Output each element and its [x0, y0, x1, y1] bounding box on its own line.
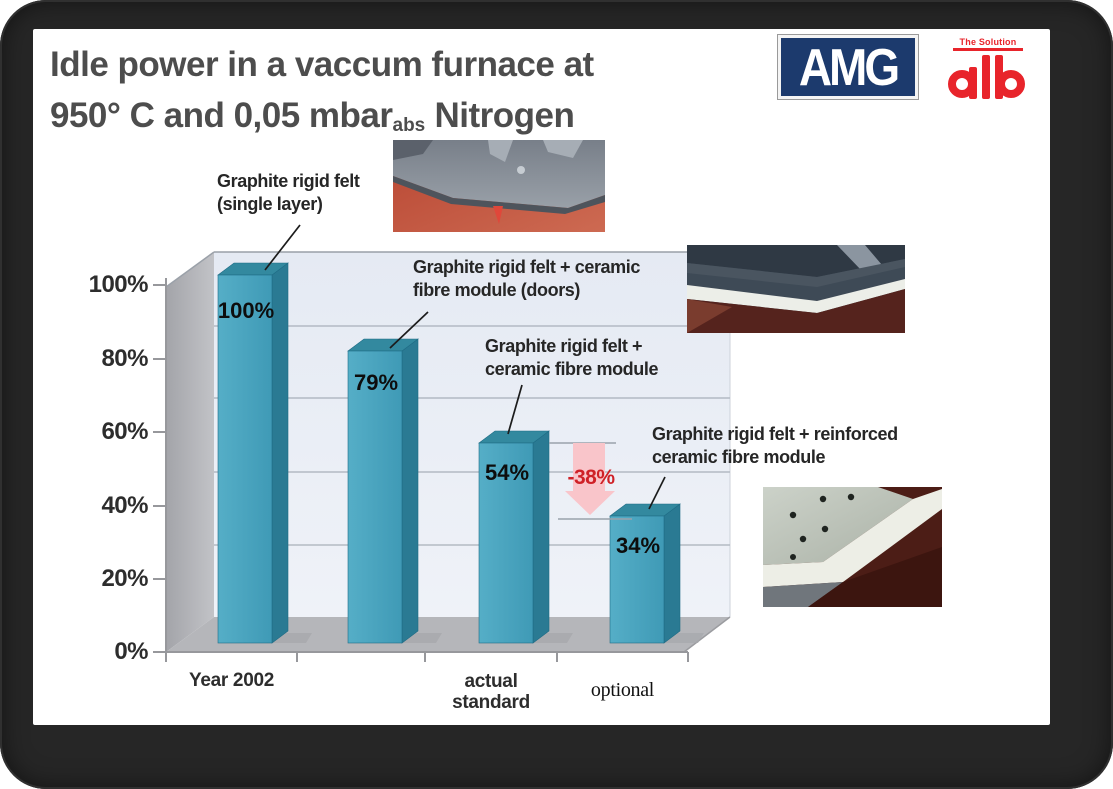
bar-value-label-1: 100% — [217, 298, 275, 323]
annotation-4-line-2: ceramic fibre module — [652, 447, 826, 467]
y-tick-label-100: 100% — [88, 271, 149, 298]
title-line-2-text: 950° C and 0,05 mbar — [50, 96, 393, 135]
y-tick-label-60: 60% — [101, 418, 148, 445]
annotation-2-line-1: Graphite rigid felt + ceramic — [413, 257, 640, 277]
y-tick-label-40: 40% — [101, 492, 148, 519]
x-tick-label-year-2002: Year 2002 — [189, 670, 274, 691]
bar-actual-standard — [478, 430, 550, 644]
y-tick-label-0: 0% — [114, 638, 148, 665]
title-subscript: abs — [392, 115, 426, 136]
x-tick-actual: actual — [464, 671, 518, 692]
ald-underline — [953, 48, 1023, 51]
x-tick-label-actual-standard: actual standard — [425, 671, 557, 713]
axes — [153, 278, 689, 662]
bar-2 — [347, 338, 419, 644]
annotation-4-line-1: Graphite rigid felt + reinforced — [652, 424, 898, 444]
ald-tagline: The Solution — [959, 37, 1017, 47]
chart-left-wall — [166, 252, 214, 652]
bar-annotation-3: Graphite rigid felt + ceramic fibre modu… — [485, 335, 658, 381]
page-title: Idle power in a vaccum furnace at 950° C… — [50, 39, 750, 147]
photo-graphite-felt-single-layer — [393, 140, 605, 232]
photo-ceramic-fibre-module-doors — [687, 245, 905, 333]
amg-logo-text: AMG — [798, 37, 900, 97]
bar-annotation-1: Graphite rigid felt (single layer) — [217, 170, 360, 216]
title-line-1: Idle power in a vaccum furnace at — [50, 45, 594, 84]
annotation-1-line-1: Graphite rigid felt — [217, 171, 360, 191]
photo-1-art — [393, 140, 605, 232]
bar-annotation-2: Graphite rigid felt + ceramic fibre modu… — [413, 256, 640, 302]
photo-3-art — [763, 487, 942, 607]
annotation-3-line-2: ceramic fibre module — [485, 359, 659, 379]
annotation-1-line-2: (single layer) — [217, 194, 323, 214]
x-tick-standard: standard — [452, 692, 530, 713]
amg-logo: AMG — [778, 35, 918, 99]
annotation-3-line-1: Graphite rigid felt + — [485, 336, 643, 356]
chart-floor — [166, 617, 730, 652]
bars-3d — [217, 262, 681, 644]
title-line-2-tail: Nitrogen — [425, 96, 575, 135]
delta-arrow-icon — [549, 442, 632, 520]
bar-optional — [609, 503, 681, 644]
title-line-2: 950° C and 0,05 mbarabs Nitrogen — [50, 90, 750, 147]
photo-reinforced-ceramic-fibre-module — [763, 487, 942, 607]
delta-label: -38% — [567, 466, 615, 489]
photo-2-art — [687, 245, 905, 333]
x-tick-label-optional: optional — [590, 679, 655, 701]
y-tick-label-20: 20% — [101, 565, 148, 592]
bar-value-label-3: 54% — [484, 460, 530, 485]
annotation-2-line-2: fibre module (doors) — [413, 280, 580, 300]
bar-value-label-4: 34% — [615, 533, 661, 558]
bar-year-2002 — [217, 262, 289, 644]
chart-3d-canvas — [153, 224, 731, 662]
bar-value-label-2: 79% — [353, 370, 399, 395]
bar-annotation-4: Graphite rigid felt + reinforced ceramic… — [652, 423, 898, 469]
slide: Idle power in a vaccum furnace at 950° C… — [33, 29, 1050, 725]
ald-letters-icon — [948, 54, 1025, 99]
ald-logo: The Solution — [945, 37, 1031, 107]
annotation-leader-lines — [264, 224, 666, 510]
y-tick-label-80: 80% — [101, 345, 148, 372]
